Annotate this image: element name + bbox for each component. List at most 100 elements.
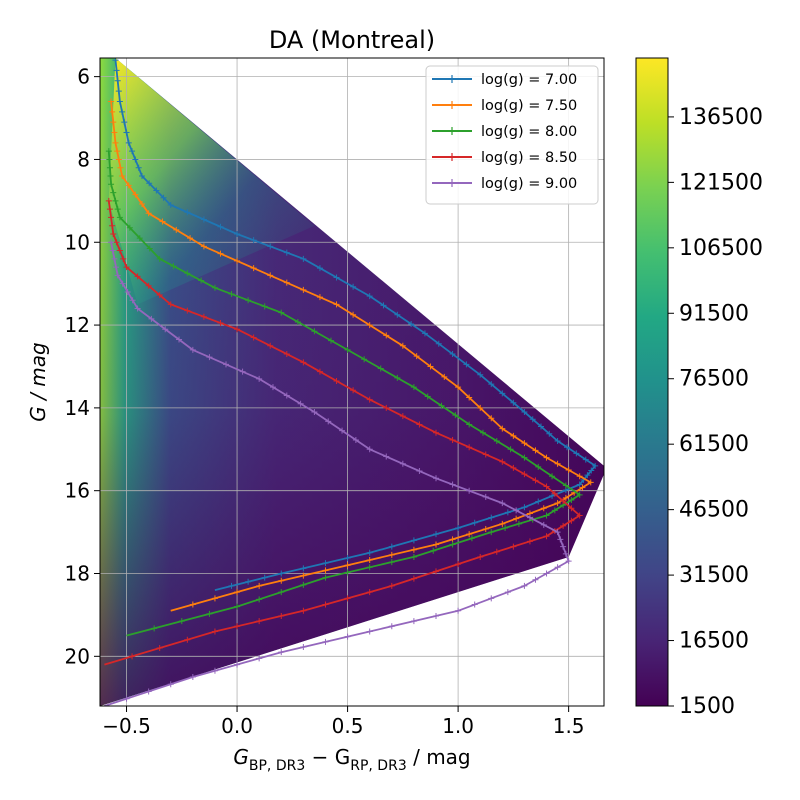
data-point: [562, 482, 569, 489]
data-point: [170, 263, 177, 270]
data-point: [532, 477, 539, 484]
data-point: [466, 444, 473, 451]
data-point: [499, 500, 506, 507]
data-point: [217, 250, 224, 257]
data-point: [587, 479, 594, 486]
data-point: [123, 129, 130, 136]
data-point: [125, 139, 132, 146]
data-point: [297, 400, 304, 407]
data-point: [109, 108, 116, 115]
data-point: [206, 610, 213, 617]
data-point: [344, 346, 351, 353]
data-point: [543, 483, 550, 490]
data-point: [521, 440, 528, 447]
data-point: [261, 303, 268, 310]
data-point: [510, 432, 517, 439]
x-label-main: G: [233, 745, 249, 769]
series-layer: [104, 58, 599, 706]
series: [108, 98, 594, 612]
data-point: [521, 454, 528, 461]
data-point: [449, 351, 456, 358]
y-axis-label: G / mag: [26, 342, 50, 421]
data-point: [121, 119, 128, 126]
data-point: [576, 481, 583, 488]
y-tick-label: 12: [65, 313, 90, 337]
colorbar-ticks: 1500 16500 31500 46500 61500 76500 91500 106500…: [668, 105, 763, 719]
data-point: [377, 365, 384, 372]
data-point: [187, 235, 194, 242]
y-tick-label: 14: [65, 396, 90, 420]
data-point: [160, 194, 167, 201]
data-point: [256, 618, 263, 625]
legend-label: log(g) = 8.00: [481, 124, 577, 140]
data-point: [211, 284, 218, 291]
data-point: [584, 472, 591, 479]
data-point: [211, 595, 218, 602]
data-point: [388, 582, 395, 589]
data-point: [108, 239, 115, 246]
data-point: [116, 214, 123, 221]
data-point: [433, 429, 439, 436]
data-point: [504, 509, 511, 516]
data-point: [521, 504, 528, 511]
data-point: [228, 291, 235, 298]
data-point: [408, 321, 415, 328]
data-point: [521, 582, 528, 589]
data-point: [344, 595, 351, 602]
data-point: [108, 98, 115, 105]
data-point: [350, 283, 357, 290]
plot-border: [99, 57, 605, 707]
data-point: [477, 404, 484, 411]
data-point: [113, 67, 120, 74]
data-point: [136, 235, 143, 242]
data-point: [383, 404, 390, 411]
data-point: [488, 415, 495, 422]
data-point: [250, 265, 257, 272]
x-axis-label: GBP, DR3 − GRP, DR3 / mag: [233, 745, 470, 774]
data-point: [441, 373, 448, 380]
data-point: [562, 550, 569, 557]
data-point: [234, 230, 241, 237]
data-point: [108, 214, 115, 221]
data-point: [176, 336, 183, 343]
data-point: [148, 315, 155, 322]
data-point: [316, 265, 323, 272]
data-point: [540, 505, 547, 512]
data-point: [300, 565, 307, 572]
data-point: [111, 255, 118, 262]
data-point: [300, 607, 307, 614]
data-point: [108, 181, 115, 188]
data-point: [499, 458, 506, 465]
data-point: [267, 342, 274, 349]
data-point: [145, 210, 152, 217]
data-point: [105, 197, 112, 204]
data-point: [576, 491, 583, 498]
legend: log(g) = 7.00 log(g) = 7.50 log(g) = 8.00 l…: [425, 65, 599, 205]
data-point: [344, 633, 351, 640]
colorbar-tick-label: 61500: [679, 432, 749, 457]
data-point: [592, 462, 599, 469]
data-point: [554, 500, 561, 507]
data-point: [513, 515, 520, 522]
data-point: [173, 226, 180, 233]
data-point: [430, 547, 437, 554]
data-point: [178, 618, 185, 625]
data-point: [278, 649, 285, 656]
data-point: [106, 156, 113, 163]
data-point: [399, 413, 406, 420]
data-point: [105, 148, 112, 155]
data-point: [543, 512, 550, 519]
data-point: [388, 543, 395, 550]
data-point: [510, 464, 517, 471]
data-point: [119, 173, 126, 180]
data-point: [510, 543, 517, 550]
data-point: [119, 108, 126, 115]
data-point: [466, 487, 473, 494]
data-point: [466, 421, 473, 428]
data-point: [482, 451, 489, 458]
data-point: [477, 553, 484, 560]
data-point: [563, 444, 570, 451]
data-point: [350, 387, 357, 394]
data-point: [234, 589, 241, 596]
